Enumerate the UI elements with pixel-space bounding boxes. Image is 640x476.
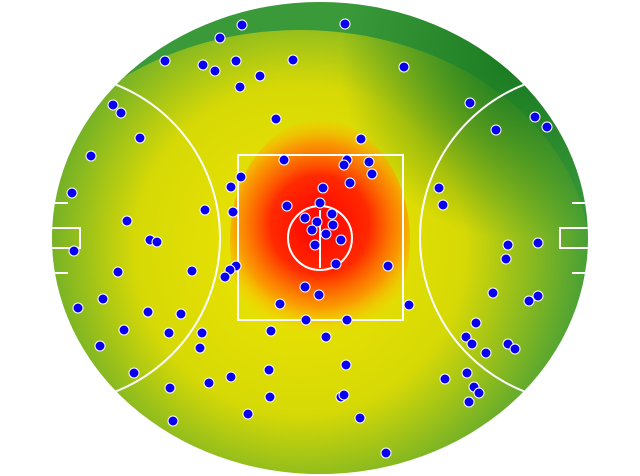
player-dot [175,308,187,320]
player-dot [473,387,485,399]
player-dot [320,228,332,240]
player-dot [300,314,312,326]
player-dot [480,347,492,359]
player-dot [509,343,521,355]
player-dot [327,219,339,231]
player-dot [203,377,215,389]
player-dot [311,216,323,228]
player-dot [363,156,375,168]
player-dot [164,382,176,394]
player-dot [306,224,318,236]
player-dot [502,239,514,251]
player-dot [366,168,378,180]
player-dot [490,124,502,136]
player-dot [209,65,221,77]
player-dot [326,208,338,220]
player-dot [437,199,449,211]
player-dot [433,182,445,194]
player-dot [66,187,78,199]
player-dot [461,367,473,379]
player-dot [159,55,171,67]
player-dot [463,396,475,408]
player-dot [398,61,410,73]
player-dot [234,81,246,93]
player-dot [225,371,237,383]
player-dot [186,265,198,277]
player-dot [227,206,239,218]
player-dot [281,200,293,212]
player-dot [225,181,237,193]
player-dot [523,295,535,307]
player-dot [121,215,133,227]
player-dot [199,204,211,216]
player-dot [339,18,351,30]
player-dot [219,271,231,283]
player-dot [460,331,472,343]
player-dot [335,234,347,246]
player-dot [235,171,247,183]
player-dot [466,338,478,350]
player-dot [500,253,512,265]
player-dot [118,324,130,336]
player-dot [464,97,476,109]
player-dot [313,289,325,301]
player-dot [264,391,276,403]
player-dot [134,132,146,144]
player-dot [317,182,329,194]
player-dot [142,306,154,318]
player-dot [338,389,350,401]
player-dot [197,59,209,71]
player-dot [97,293,109,305]
player-dot [242,408,254,420]
player-dot [320,331,332,343]
player-dot [85,150,97,162]
player-dot [278,154,290,166]
player-dot [309,239,321,251]
player-dot [330,258,342,270]
player-dot [532,237,544,249]
player-dot [94,340,106,352]
player-dot [470,317,482,329]
player-dot [194,342,206,354]
player-dot [254,70,266,82]
player-dot [236,19,248,31]
player-dot [265,325,277,337]
player-dot [299,212,311,224]
player-dot [128,367,140,379]
player-dot [163,327,175,339]
player-dot [541,121,553,133]
player-dot [439,373,451,385]
player-dot [403,299,415,311]
player-dot [72,302,84,314]
player-dot [338,159,350,171]
player-dot [196,327,208,339]
player-dot [263,364,275,376]
player-dot [532,290,544,302]
player-dot [230,55,242,67]
player-dot [270,113,282,125]
player-dot [382,260,394,272]
player-dot [214,32,226,44]
player-dot [299,281,311,293]
player-dot [107,99,119,111]
player-dot [314,197,326,209]
player-dot [151,236,163,248]
player-dot [341,314,353,326]
player-dot [354,412,366,424]
player-dot [287,54,299,66]
player-dot [344,177,356,189]
player-dot [487,287,499,299]
player-dot [355,133,367,145]
player-dot [167,415,179,427]
player-dot [529,111,541,123]
player-dot [380,447,392,459]
player-dot [115,107,127,119]
player-dot [112,266,124,278]
player-dot [274,298,286,310]
player-dot [340,359,352,371]
player-dot [68,245,80,257]
